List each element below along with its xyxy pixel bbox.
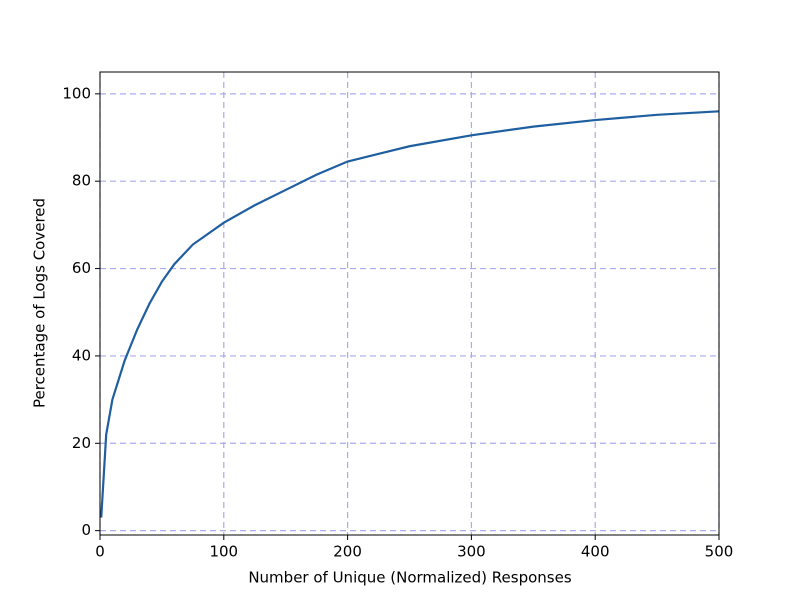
x-axis-label: Number of Unique (Normalized) Responses [248, 569, 572, 587]
plot-frame [99, 71, 720, 536]
x-tick-label: 500 [705, 543, 734, 561]
y-tick-label: 20 [72, 434, 91, 452]
x-tick-label: 100 [209, 543, 238, 561]
x-tick-label: 0 [95, 543, 105, 561]
data-line [100, 110, 720, 518]
y-tick-label: 80 [72, 172, 91, 190]
y-tick-label: 60 [72, 259, 91, 277]
y-tick-label: 0 [81, 521, 91, 539]
y-tick-label: 40 [72, 346, 91, 364]
y-tick-label: 100 [62, 84, 91, 102]
x-tick-label: 300 [457, 543, 486, 561]
y-axis-label: Percentage of Logs Covered [31, 198, 49, 408]
x-tick-label: 400 [581, 543, 610, 561]
x-tick-label: 200 [333, 543, 362, 561]
